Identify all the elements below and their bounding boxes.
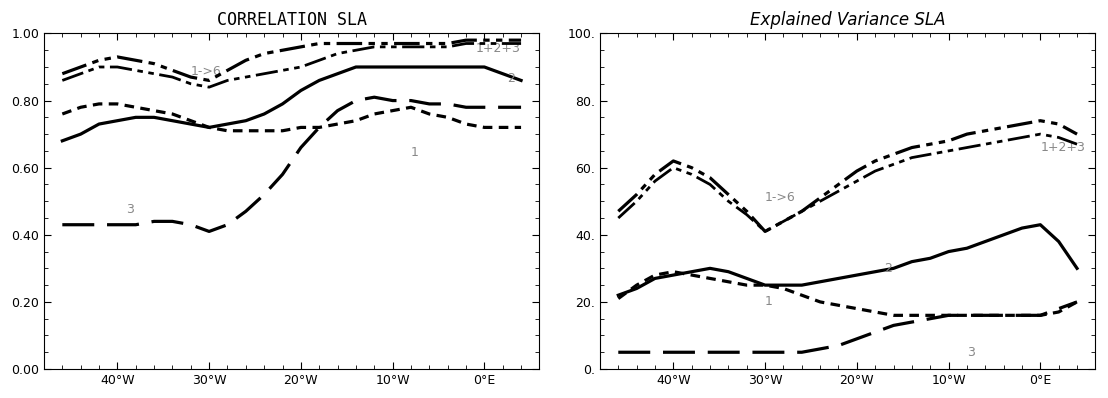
Title: CORRELATION SLA: CORRELATION SLA	[217, 11, 367, 29]
Text: 1+2+3: 1+2+3	[1040, 141, 1085, 154]
Text: 1->6: 1->6	[766, 191, 796, 204]
Text: 2: 2	[507, 72, 515, 85]
Text: 1: 1	[766, 295, 773, 308]
Title: Explained Variance SLA: Explained Variance SLA	[750, 11, 945, 29]
Text: 2: 2	[884, 262, 892, 275]
Text: 3: 3	[126, 203, 134, 216]
Text: 3: 3	[967, 345, 975, 359]
Text: 1->6: 1->6	[191, 65, 222, 78]
Text: 1: 1	[411, 146, 419, 159]
Text: 1+2+3: 1+2+3	[475, 42, 520, 55]
